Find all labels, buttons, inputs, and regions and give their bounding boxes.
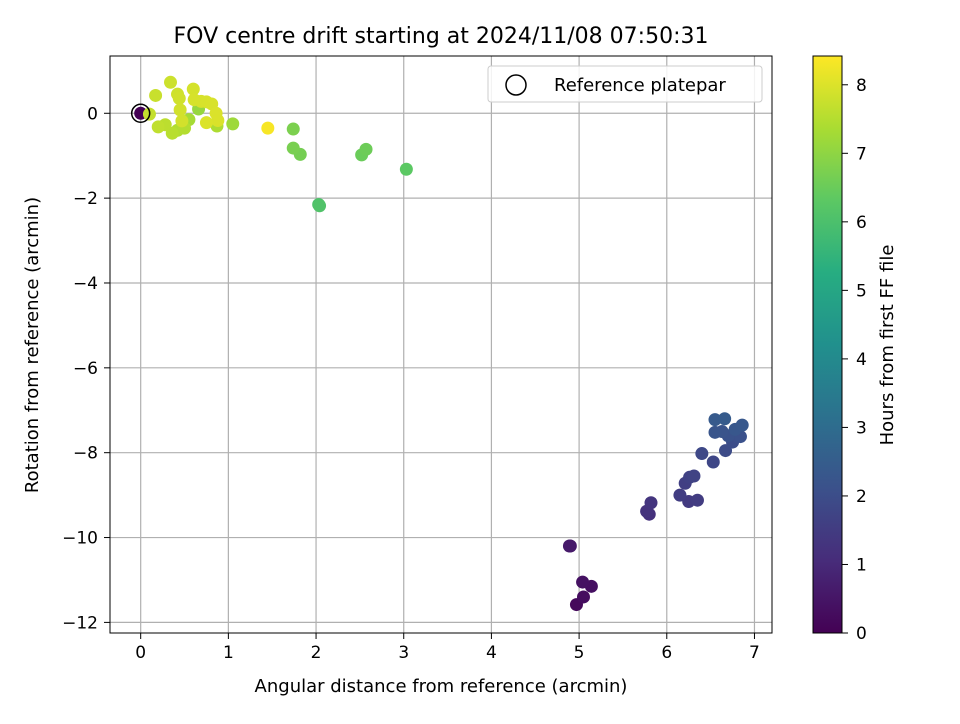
data-point (576, 575, 590, 589)
colorbar-tick-label: 5 (856, 281, 867, 301)
data-point (708, 425, 722, 439)
x-tick-label: 2 (311, 643, 322, 663)
legend: Reference platepar (487, 65, 763, 103)
data-point (576, 590, 590, 604)
data-point (695, 447, 709, 461)
data-point (562, 539, 576, 553)
colorbar-tick-label: 0 (856, 624, 867, 644)
data-point (226, 117, 240, 131)
data-point (211, 113, 225, 127)
y-axis-label: Rotation from reference (arcmin) (22, 197, 43, 493)
x-tick-label: 4 (486, 643, 497, 663)
chart-title: FOV centre drift starting at 2024/11/08 … (174, 24, 709, 49)
colorbar-tick-label: 1 (856, 555, 867, 575)
y-tick-label: 0 (87, 104, 98, 124)
grid-layer (110, 56, 772, 633)
data-point (706, 455, 720, 469)
x-tick-label: 0 (135, 643, 146, 663)
data-point (172, 91, 186, 105)
data-point (359, 142, 373, 156)
data-point (186, 82, 200, 96)
x-axis-label: Angular distance from reference (arcmin) (255, 676, 628, 697)
data-point (164, 75, 178, 89)
y-tick-label: −8 (73, 444, 98, 464)
points-layer (130, 75, 749, 612)
colorbar-tick-label: 7 (856, 144, 867, 164)
colorbar-gradient (813, 56, 842, 633)
data-point (687, 469, 701, 483)
colorbar-tick-label: 3 (856, 418, 867, 438)
y-tick-label: −2 (73, 189, 98, 209)
colorbar-tick-label: 2 (856, 487, 867, 507)
data-point (151, 120, 165, 134)
colorbar-tick-label: 4 (856, 350, 867, 370)
x-tick-label: 6 (661, 643, 672, 663)
colorbar: 0 1 2 3 4 5 6 7 8 Hours from first FF file (812, 55, 898, 644)
data-point (175, 114, 189, 128)
legend-reference-marker (505, 74, 527, 96)
data-point (261, 121, 275, 135)
data-point (286, 141, 300, 155)
y-tick-label: −6 (73, 359, 98, 379)
data-point (199, 116, 213, 130)
data-point (718, 412, 732, 426)
colorbar-tick-label: 8 (856, 76, 867, 96)
data-point (644, 496, 658, 510)
data-point (399, 162, 413, 176)
data-point (149, 88, 163, 102)
axes-layer: 0 1 2 3 4 5 6 7 0 −2 −4 −6 −8 −10 −12 (62, 104, 760, 663)
data-point (708, 413, 722, 427)
plot-area-frame (109, 55, 773, 634)
colorbar-label: Hours from first FF file (877, 245, 898, 446)
data-point (735, 418, 749, 432)
data-point (286, 122, 300, 136)
x-tick-label: 5 (574, 643, 585, 663)
colorbar-ticks: 0 1 2 3 4 5 6 7 8 (842, 76, 867, 644)
colorbar-tick-label: 6 (856, 213, 867, 233)
legend-label: Reference platepar (554, 75, 726, 96)
data-point (673, 488, 687, 502)
data-point (313, 199, 327, 213)
colorbar-frame (812, 55, 843, 634)
x-tick-label: 7 (749, 643, 760, 663)
y-tick-label: −10 (62, 529, 98, 549)
data-point (690, 493, 704, 507)
x-tick-label: 3 (398, 643, 409, 663)
reference-platepar-marker (130, 103, 151, 124)
data-point (173, 103, 187, 117)
x-tick-label: 1 (223, 643, 234, 663)
y-tick-label: −12 (62, 613, 98, 633)
legend-box (487, 65, 763, 103)
y-tick-label: −4 (73, 274, 98, 294)
